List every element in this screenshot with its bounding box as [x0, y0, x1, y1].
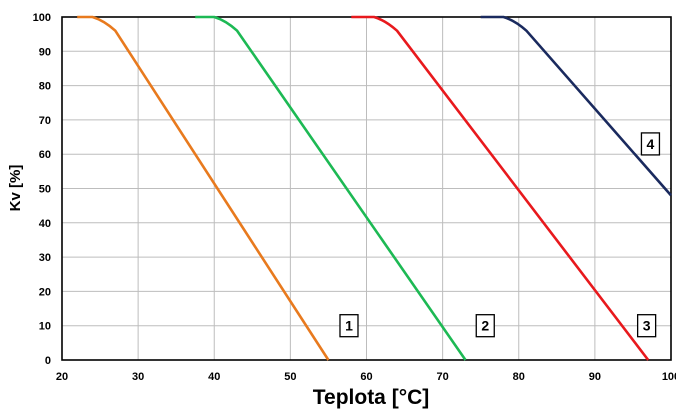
x-axis-title: Teplota [°C] — [313, 386, 430, 409]
y-tick-label: 40 — [39, 218, 51, 230]
curve-label-frame — [640, 132, 661, 156]
y-tick-label: 50 — [39, 184, 51, 196]
x-tick-label: 40 — [208, 371, 220, 383]
curve-label-frame — [636, 314, 657, 338]
series-line-1 — [77, 15, 330, 361]
y-tick-label: 20 — [39, 286, 51, 298]
curve-label-box-3: 3 — [636, 314, 657, 338]
y-tick-label: 80 — [39, 81, 51, 93]
curve-label-text: 3 — [643, 318, 651, 334]
curve-label-box-2: 2 — [475, 314, 495, 338]
y-tick-label: 0 — [45, 355, 51, 367]
x-tick-label: 20 — [56, 371, 68, 383]
y-tick-label: 70 — [39, 115, 51, 127]
curve-label-text: 4 — [647, 136, 655, 152]
x-tick-label: 80 — [513, 371, 525, 383]
x-tick-labels: 20 30 40 50 60 70 80 90 100 — [56, 371, 676, 383]
curve-label-box-1: 1 — [339, 314, 359, 338]
series-line-4 — [480, 15, 672, 197]
series-line-3 — [351, 15, 650, 361]
x-tick-label: 100 — [662, 371, 676, 383]
x-tick-label: 60 — [360, 371, 372, 383]
y-tick-labels: 0 10 20 30 40 50 60 70 80 90 100 — [33, 12, 51, 367]
y-tick-label: 60 — [39, 149, 51, 161]
x-tick-label: 90 — [589, 371, 601, 383]
grid-lines — [62, 17, 671, 360]
series-lines — [77, 15, 672, 361]
y-tick-label: 30 — [39, 252, 51, 264]
curve-label-text: 2 — [481, 318, 489, 334]
curve-label-frame — [339, 314, 359, 338]
y-tick-label: 10 — [39, 321, 51, 333]
y-axis-title: Kv [%] — [7, 165, 24, 212]
curve-label-frame — [475, 314, 495, 338]
x-tick-label: 30 — [132, 371, 144, 383]
curve-label-text: 1 — [345, 318, 353, 334]
y-tick-label: 90 — [39, 46, 51, 58]
x-tick-label: 50 — [284, 371, 296, 383]
x-tick-label: 70 — [437, 371, 449, 383]
series-line-2 — [195, 15, 467, 361]
curve-label-box-4: 4 — [640, 132, 661, 156]
curve-number-labels: 1 2 3 4 — [339, 132, 661, 338]
y-tick-label: 100 — [33, 12, 51, 24]
